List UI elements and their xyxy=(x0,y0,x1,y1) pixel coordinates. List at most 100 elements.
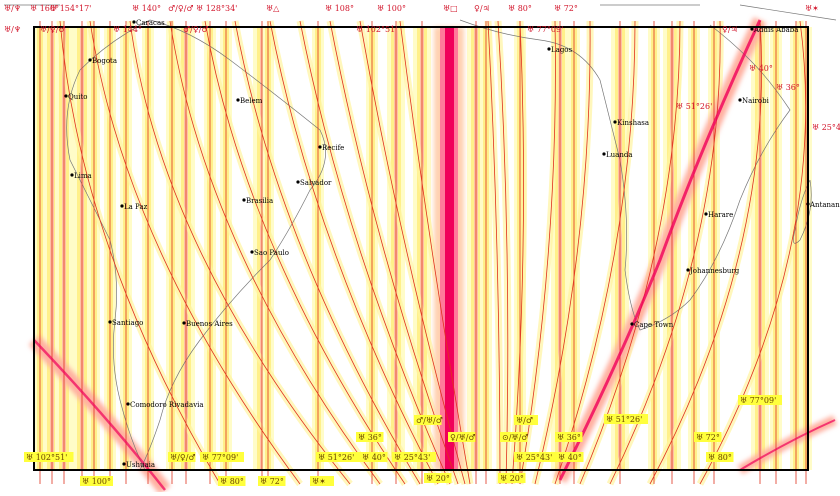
bottom-tag-label: ♅ 25°43' xyxy=(394,453,430,462)
bottom-tag-row: ♅ 102°51' ♅ 100° ♅/♀/♂ ♅ 77°09' ♅ 80° ♅ 72° ♅✶… xyxy=(24,395,782,486)
city-label: Harare xyxy=(708,211,733,219)
inner-label-row: ♅/♆ ♅/♀/♂ ♅ 144° ♂/♀/♂ ♅ 102°51' ♅ 77°09… xyxy=(4,25,840,132)
city-label: Addis Ababa xyxy=(753,26,798,34)
planet-line xyxy=(59,20,221,485)
tag-background xyxy=(738,395,782,405)
city-label: Comodoro Rivadavia xyxy=(130,401,204,409)
bottom-tag-label: ♅ 80° xyxy=(708,453,732,462)
tag-background xyxy=(706,452,734,462)
top-label: ♅/♆ xyxy=(4,4,21,13)
planet-line xyxy=(487,20,501,485)
bottom-tag-label: ♂/♅/♂ xyxy=(416,416,443,425)
tag-background xyxy=(604,414,648,424)
tag-background xyxy=(80,476,113,486)
tag-background xyxy=(258,476,286,486)
bottom-tag-label: ♅ 102°51' xyxy=(26,453,67,462)
bottom-tag-label: ♅ 36° xyxy=(358,433,382,442)
coastline xyxy=(459,19,791,331)
bottom-tag-label: ♅ 40° xyxy=(558,453,582,462)
city-dot xyxy=(108,320,112,324)
top-label: ♅ 72° xyxy=(554,4,578,13)
city-label: Johannesburg xyxy=(689,267,740,275)
planet-line xyxy=(33,339,166,491)
bottom-tag-label: ♅ 20° xyxy=(500,474,524,483)
city-dot xyxy=(122,462,126,466)
city-dot xyxy=(296,180,300,184)
tag-background xyxy=(392,452,436,462)
inner-label: ♅/♆ xyxy=(4,25,21,34)
tag-background xyxy=(24,452,74,462)
bottom-tag-label: ♅ 72° xyxy=(696,433,720,442)
city-label: Salvador xyxy=(300,179,332,187)
city-label: Belem xyxy=(240,97,263,105)
bottom-tag-label: ♀/♅/♂ xyxy=(450,433,476,442)
city-label: Bogota xyxy=(92,57,117,65)
bottom-tag-label: ♅ 25°43' xyxy=(516,453,552,462)
bottom-tag-label: ♅ 51°26' xyxy=(606,415,642,424)
inner-label: ♅ 77°09' xyxy=(527,25,563,34)
city-dot xyxy=(602,152,606,156)
city-dot xyxy=(806,202,810,206)
city-label: Lagos xyxy=(551,46,573,54)
planet-line xyxy=(558,19,762,481)
city-dot xyxy=(182,321,186,325)
city-dot xyxy=(704,212,708,216)
city-dot xyxy=(120,204,124,208)
city-label: Quito xyxy=(68,93,88,101)
bottom-tag-label: ♅✶ xyxy=(312,477,326,486)
tag-background xyxy=(310,476,334,486)
planet-line xyxy=(359,20,466,485)
tag-background xyxy=(555,432,583,442)
tag-background xyxy=(316,452,360,462)
top-label: ♅ 128°34' xyxy=(196,4,237,13)
top-label-row: ♅/♆ ♅ 160° ♅ 154°17' ♅ 140° ♂/♀/♂ ♅ 128°… xyxy=(4,4,819,13)
city-label: La Paz xyxy=(124,203,148,211)
bottom-tag-label: ♅ 20° xyxy=(426,474,450,483)
bottom-tag-label: ♅ 77°09' xyxy=(202,453,238,462)
city-dot xyxy=(738,98,742,102)
city-dot xyxy=(686,268,690,272)
city-label: Ushuaia xyxy=(126,461,155,469)
tag-background xyxy=(218,476,246,486)
city-label: Kinshasa xyxy=(617,119,649,127)
city-dot xyxy=(64,94,68,98)
map-frame xyxy=(33,26,809,471)
coastline xyxy=(4,4,837,21)
city-label: Recife xyxy=(322,144,344,152)
bottom-tag-label: ♅ 77°09' xyxy=(740,396,776,405)
planet-lines xyxy=(33,19,836,491)
planet-line xyxy=(169,20,381,485)
tag-background xyxy=(448,432,476,442)
hot-band xyxy=(445,27,454,470)
planet-line xyxy=(269,20,439,485)
planet-line xyxy=(89,20,301,485)
city-label: Sao Paulo xyxy=(254,249,289,257)
city-dot xyxy=(88,58,92,62)
tag-background xyxy=(500,432,528,442)
city-label: Luanda xyxy=(606,151,633,159)
top-label: ♅ 140° xyxy=(132,4,161,13)
city-dot xyxy=(750,27,754,31)
inner-label: ♅ 102°51' xyxy=(356,25,397,34)
city-dot xyxy=(236,98,240,102)
tag-background xyxy=(414,415,442,425)
city-dot xyxy=(70,173,74,177)
coastline xyxy=(793,179,812,244)
inner-label: ♂/♀/♂ xyxy=(183,25,209,34)
city-label: Antananarivo xyxy=(809,201,840,209)
tag-background xyxy=(514,415,538,425)
top-label: ♀/♃ xyxy=(474,4,490,13)
bottom-tag-label: ♅/♂ xyxy=(516,416,533,425)
inner-label: ♅ 144° xyxy=(113,25,142,34)
tag-background xyxy=(356,432,384,442)
planet-line xyxy=(534,20,591,485)
bottom-tag-label: ♅ 80° xyxy=(220,477,244,486)
bottom-tag-label: ♅ 36° xyxy=(557,433,581,442)
planet-line xyxy=(649,20,762,485)
tag-background xyxy=(514,452,558,462)
city-dot xyxy=(126,402,130,406)
city-markers: Caracas Bogota Quito Lima La Paz Belem Recife S… xyxy=(64,19,840,469)
city-dot xyxy=(547,47,551,51)
